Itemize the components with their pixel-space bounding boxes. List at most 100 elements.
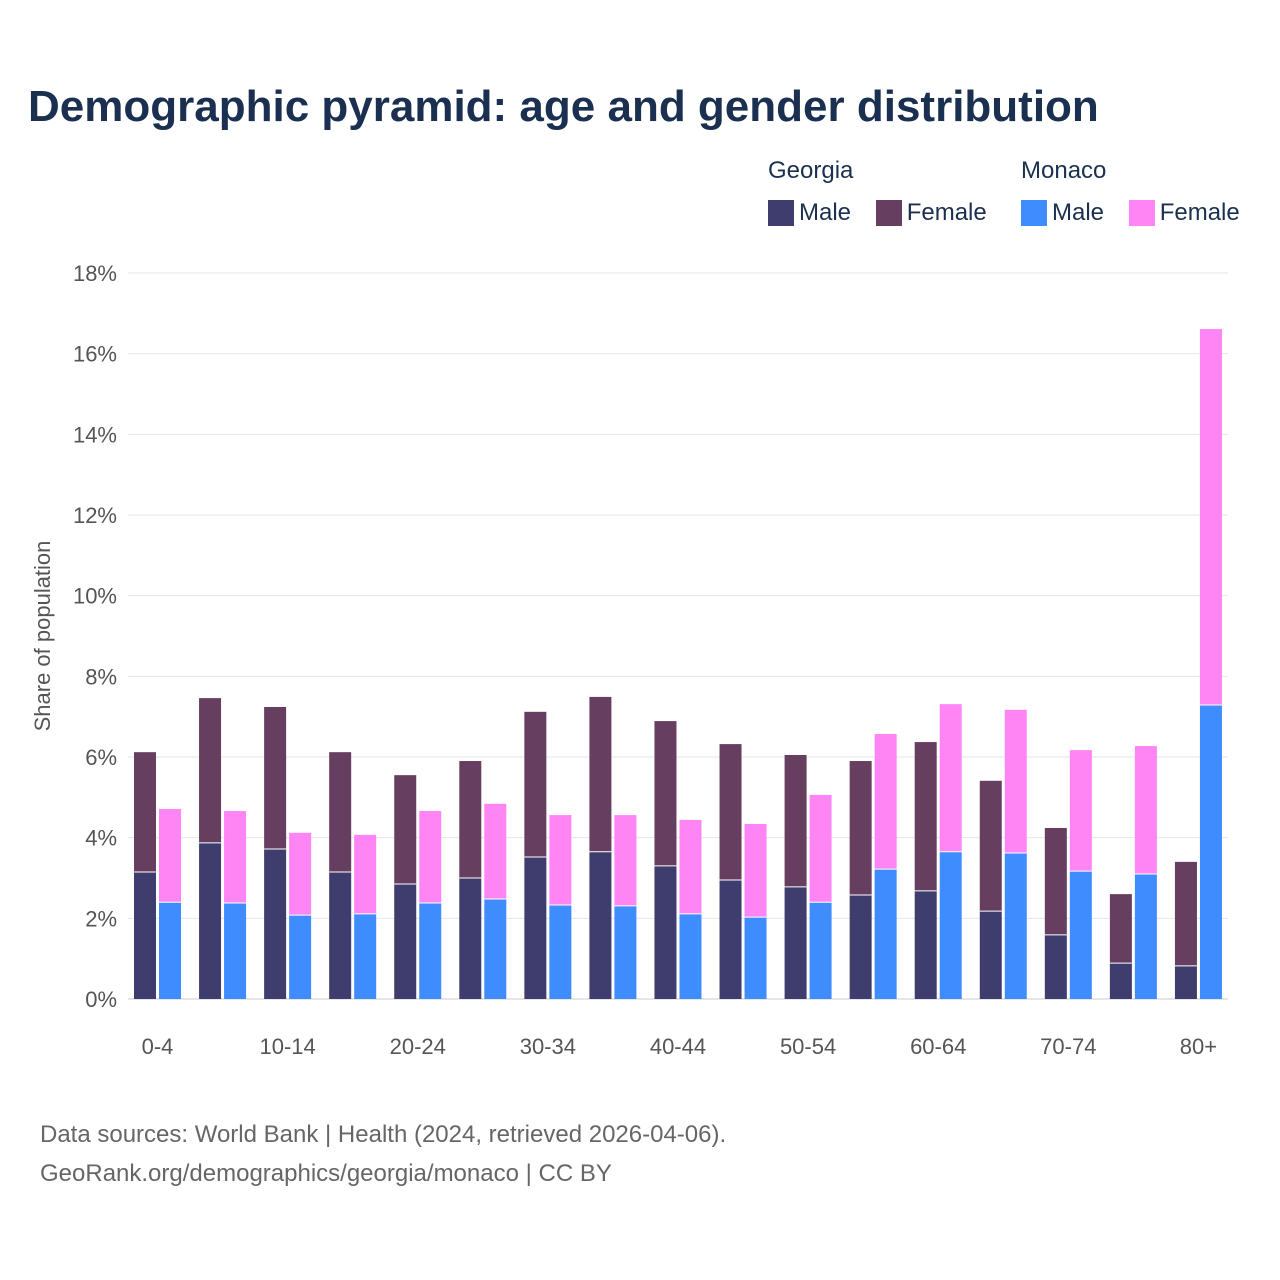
bar-monaco-female[interactable] — [484, 803, 507, 899]
y-tick-label: 8% — [85, 664, 117, 689]
legend-monaco-male[interactable]: Male — [1021, 199, 1104, 227]
bar-georgia-female[interactable] — [719, 744, 742, 881]
x-tick-label: 70-74 — [1040, 1034, 1096, 1059]
x-tick-labels: 0-4 10-14 20-24 30-34 40-44 50-54 60-64 70-74 80… — [142, 1034, 1218, 1059]
bar-georgia-male[interactable] — [264, 848, 287, 999]
bar-monaco-male[interactable] — [614, 905, 637, 999]
bar-georgia-female[interactable] — [134, 752, 156, 872]
bar-monaco-female[interactable] — [159, 809, 181, 903]
bar-georgia-male[interactable] — [849, 894, 872, 999]
x-tick-label: 0-4 — [142, 1034, 174, 1059]
y-tick-label: 12% — [73, 503, 117, 528]
y-tick-label: 18% — [73, 261, 117, 286]
bar-monaco-female[interactable] — [744, 823, 767, 918]
bar-georgia-male[interactable] — [459, 878, 482, 999]
bar-georgia-male[interactable] — [329, 871, 352, 999]
bar-georgia-female[interactable] — [459, 761, 482, 878]
bar-georgia-male[interactable] — [134, 871, 156, 999]
x-tick-label: 20-24 — [390, 1034, 446, 1059]
bar-georgia-male[interactable] — [589, 851, 612, 999]
legend-group-title: Monaco — [1021, 157, 1107, 184]
bar-georgia-male[interactable] — [1044, 934, 1067, 999]
bar-monaco-female[interactable] — [1199, 329, 1222, 705]
bar-monaco-female[interactable] — [614, 815, 637, 906]
bar-georgia-male[interactable] — [524, 857, 547, 999]
bar-monaco-male[interactable] — [224, 903, 247, 999]
legend-monaco-female[interactable]: Female — [1128, 199, 1240, 227]
x-tick-label: 50-54 — [780, 1034, 836, 1059]
bar-georgia-male[interactable] — [979, 911, 1002, 999]
bar-monaco-female[interactable] — [1004, 709, 1027, 853]
y-tick-label: 4% — [85, 826, 117, 851]
gridlines: 0% 2% 4% 6% 8% 10% 12% 14% 16% 18% — [73, 261, 1228, 1012]
legend-georgia-male[interactable]: Male — [768, 199, 851, 227]
bar-monaco-male[interactable] — [809, 902, 832, 999]
footer: Data sources: World Bank | Health (2024,… — [40, 1115, 726, 1193]
bar-monaco-female[interactable] — [549, 815, 572, 906]
bar-georgia-male[interactable] — [199, 842, 222, 999]
bar-monaco-male[interactable] — [1069, 871, 1092, 999]
x-tick-label: 30-34 — [520, 1034, 576, 1059]
y-tick-label: 16% — [73, 342, 117, 367]
bar-monaco-female[interactable] — [809, 794, 832, 903]
bar-monaco-female[interactable] — [289, 832, 312, 916]
bar-georgia-male[interactable] — [1174, 965, 1197, 999]
legend-swatch — [768, 200, 794, 226]
bar-georgia-male[interactable] — [654, 865, 677, 999]
y-tick-label: 10% — [73, 584, 117, 609]
footer-link[interactable]: GeoRank.org/demographics/georgia/monaco … — [40, 1160, 612, 1187]
bar-monaco-male[interactable] — [679, 913, 702, 999]
y-tick-label: 14% — [73, 422, 117, 447]
y-axis-label: Share of population — [30, 541, 55, 732]
bar-monaco-male[interactable] — [159, 902, 181, 999]
legend-swatch — [875, 200, 902, 226]
bar-monaco-male[interactable] — [289, 915, 312, 999]
bar-georgia-female[interactable] — [394, 775, 417, 885]
bar-monaco-male[interactable] — [354, 913, 377, 999]
bar-georgia-female[interactable] — [199, 698, 222, 843]
bar-georgia-female[interactable] — [1109, 894, 1132, 964]
bar-georgia-female[interactable] — [589, 696, 612, 852]
bar-georgia-male[interactable] — [719, 880, 742, 999]
bar-monaco-female[interactable] — [939, 704, 962, 852]
bar-georgia-female[interactable] — [849, 761, 872, 895]
bar-georgia-female[interactable] — [1044, 827, 1067, 935]
bar-monaco-female[interactable] — [354, 834, 377, 914]
bar-georgia-male[interactable] — [784, 886, 807, 999]
y-tick-label: 6% — [85, 745, 117, 770]
bar-georgia-female[interactable] — [784, 754, 807, 887]
bar-monaco-male[interactable] — [419, 903, 442, 999]
bar-monaco-male[interactable] — [874, 869, 897, 999]
bar-monaco-female[interactable] — [224, 811, 247, 904]
bar-monaco-male[interactable] — [484, 898, 507, 999]
bar-monaco-female[interactable] — [1069, 750, 1092, 872]
bar-monaco-male[interactable] — [939, 851, 962, 999]
legend-georgia-female[interactable]: Female — [875, 199, 987, 227]
x-tick-label: 80+ — [1180, 1034, 1217, 1059]
legend-group-title: Georgia — [768, 157, 854, 184]
bar-monaco-female[interactable] — [419, 811, 442, 904]
footer-sources: Data sources: World Bank | Health (2024,… — [40, 1121, 727, 1148]
bar-monaco-male[interactable] — [549, 905, 572, 999]
bar-georgia-female[interactable] — [524, 711, 547, 858]
x-tick-label: 10-14 — [259, 1034, 315, 1059]
bar-monaco-male[interactable] — [1004, 852, 1027, 999]
bar-georgia-female[interactable] — [264, 706, 287, 849]
bar-georgia-female[interactable] — [654, 721, 677, 866]
bar-monaco-female[interactable] — [874, 734, 897, 870]
bar-georgia-female[interactable] — [1174, 861, 1197, 966]
bar-georgia-male[interactable] — [394, 884, 417, 999]
legend-label: Female — [1159, 199, 1240, 226]
bar-georgia-male[interactable] — [914, 890, 937, 999]
bar-georgia-male[interactable] — [1109, 963, 1132, 999]
bar-monaco-male[interactable] — [1134, 873, 1157, 999]
bar-georgia-female[interactable] — [329, 752, 352, 872]
bar-monaco-male[interactable] — [744, 917, 767, 999]
chart-title: Demographic pyramid: age and gender dist… — [28, 82, 1099, 131]
bar-monaco-female[interactable] — [1134, 746, 1157, 874]
bar-georgia-female[interactable] — [979, 780, 1002, 912]
bar-monaco-female[interactable] — [679, 819, 702, 914]
bar-georgia-female[interactable] — [914, 742, 937, 891]
bar-monaco-male[interactable] — [1199, 704, 1222, 999]
